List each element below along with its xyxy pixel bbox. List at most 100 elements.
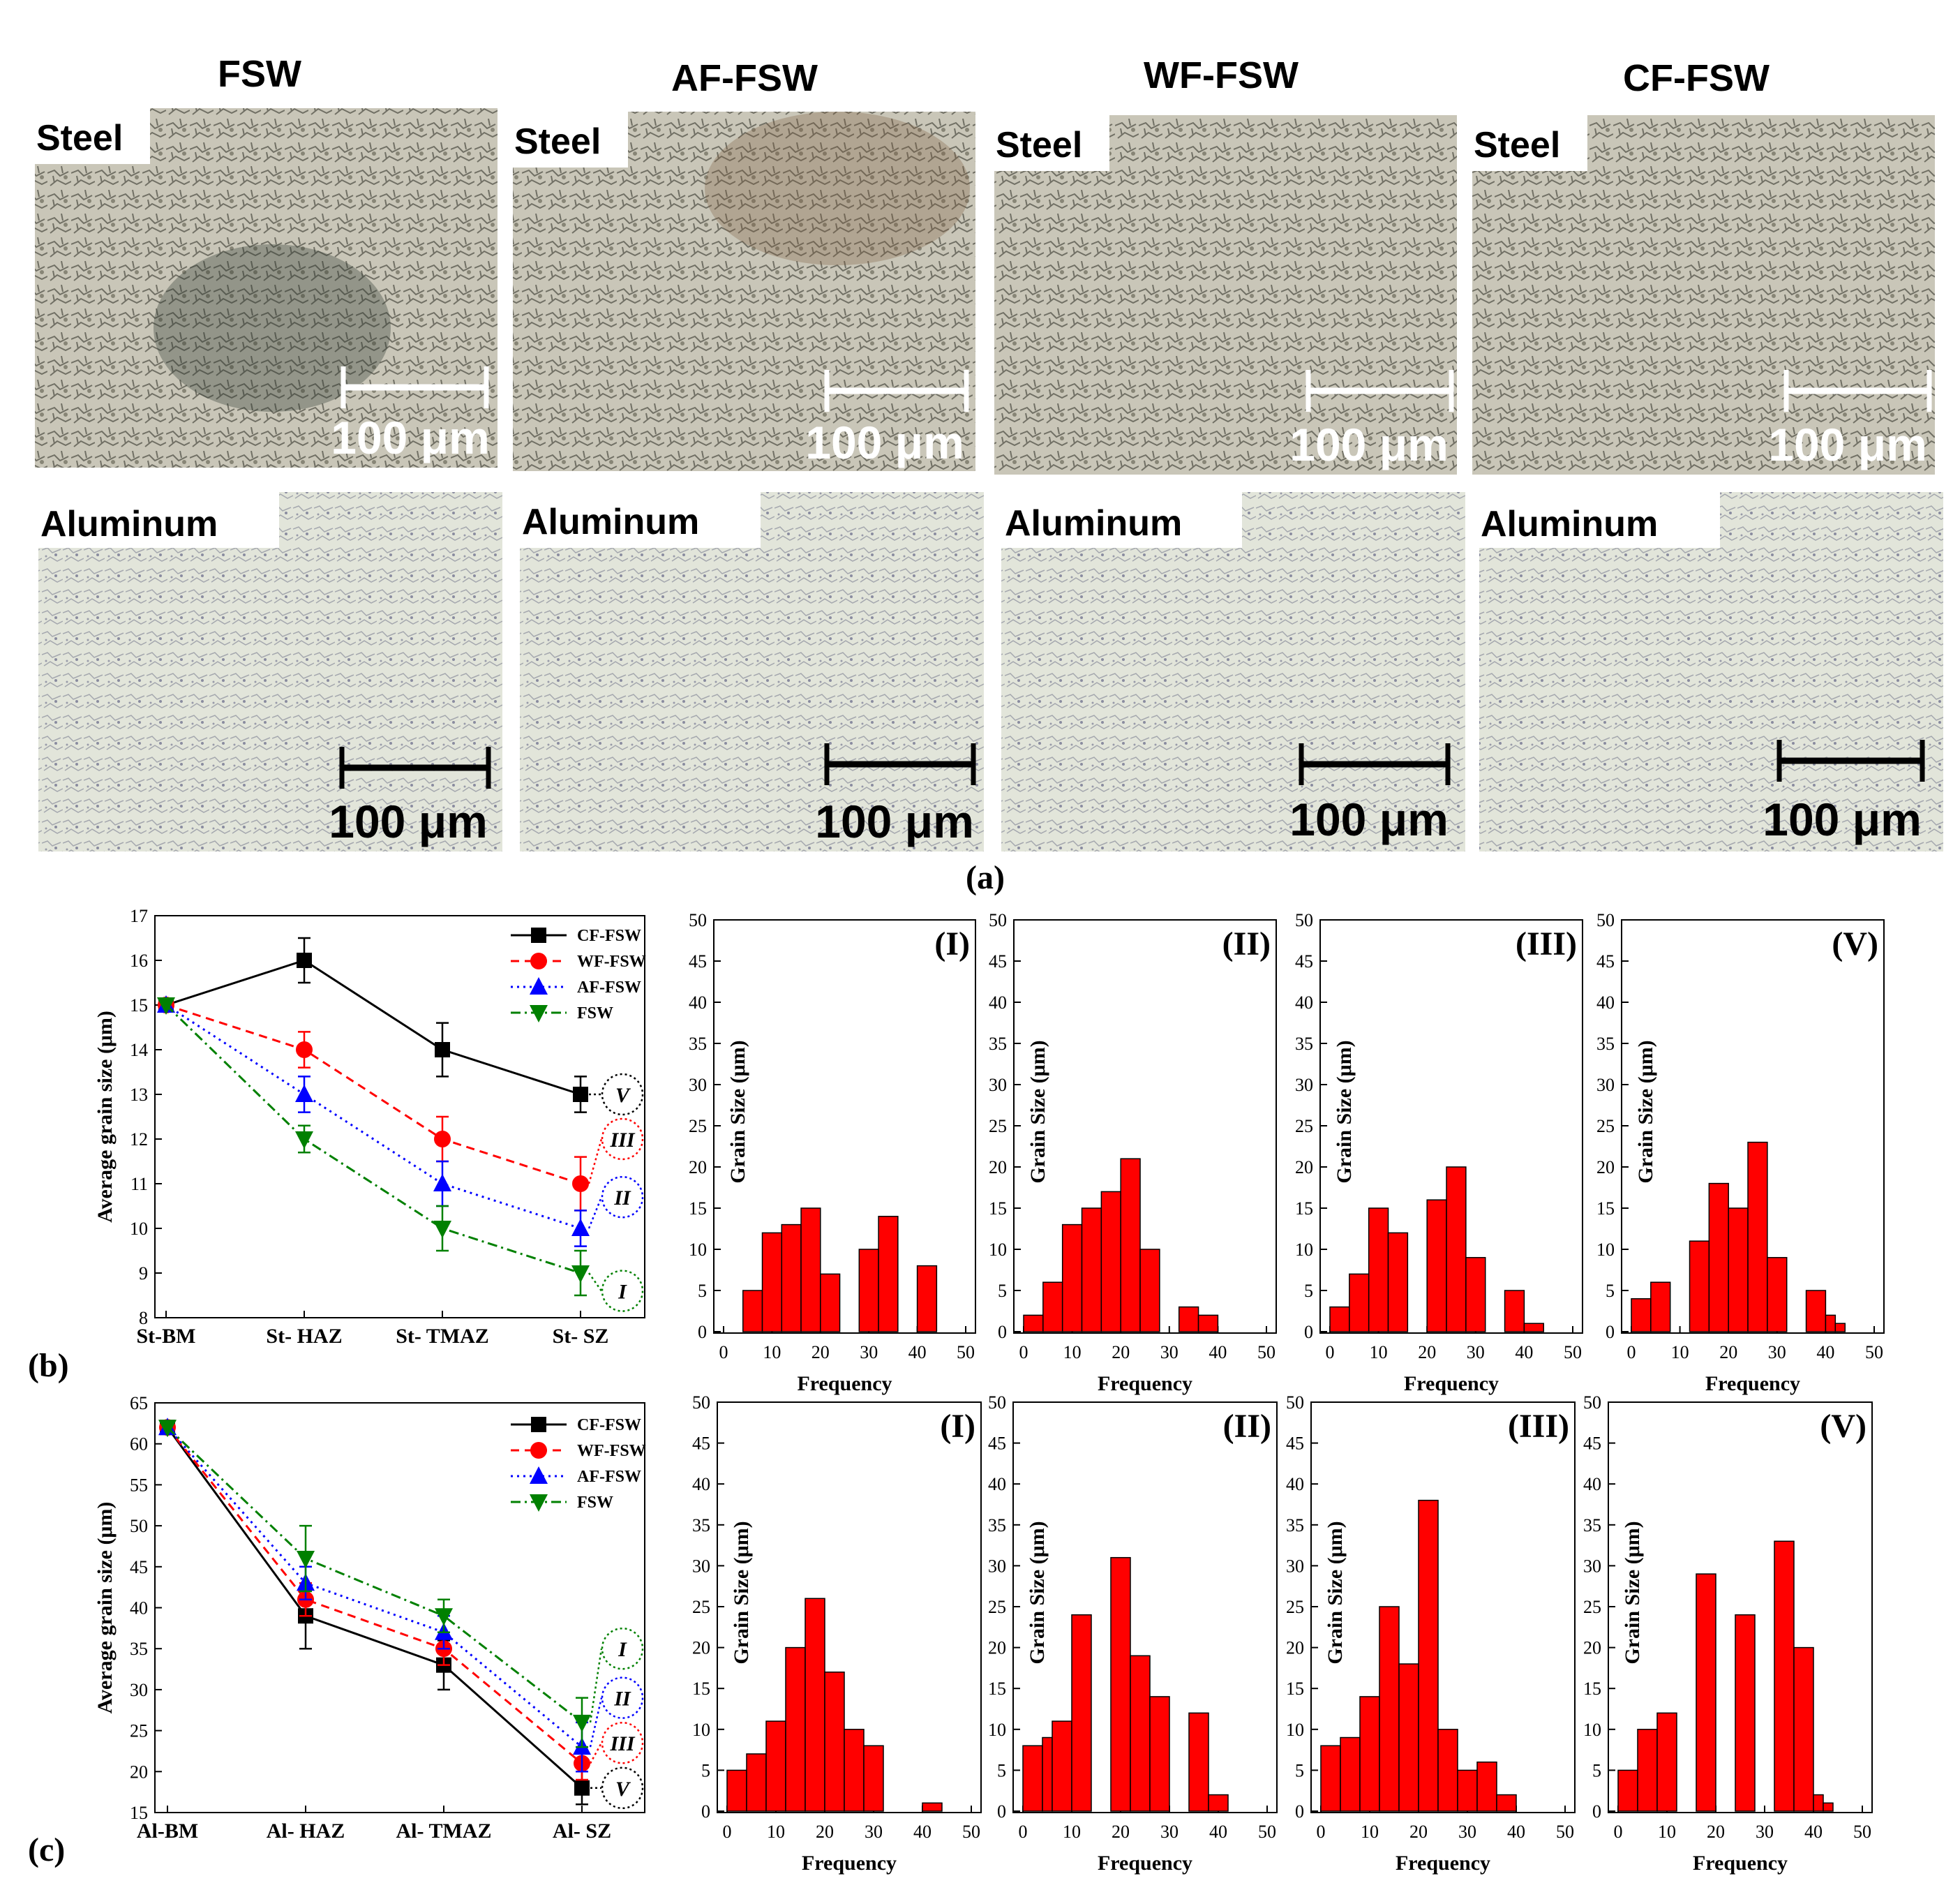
histogram-bar [785, 1646, 806, 1812]
y-tick-label: 5 [997, 1760, 1006, 1780]
y-tick-label: 13 [130, 1085, 148, 1105]
series-line-fsw [165, 1004, 581, 1274]
y-tick-label: 20 [1583, 1638, 1601, 1658]
y-tick-label: 5 [1295, 1760, 1304, 1780]
legend-marker [530, 1442, 547, 1459]
panel-a: FSW AF-FSW WF-FSW CF-FSW Steel 100 μm St… [35, 53, 1943, 896]
histogram-bar [1637, 1729, 1658, 1812]
y-tick-label: 10 [1295, 1240, 1313, 1260]
y-tick-label: 15 [989, 1198, 1007, 1219]
histogram-bar [726, 1769, 747, 1812]
histogram-bar [1446, 1166, 1467, 1332]
column-header-fsw: FSW [218, 53, 301, 95]
x-tick-label: 40 [1804, 1822, 1823, 1842]
histogram-bar [1110, 1556, 1131, 1812]
steel-label: Steel [996, 125, 1082, 165]
series-line-fsw [166, 1427, 583, 1724]
y-tick-label: 30 [1596, 1075, 1615, 1095]
chart-b-line: 8 9 10 11 12 13 14 15 16 17 St-BM St- HAZ St- TMAZ St… [93, 906, 646, 1348]
data-point-af-fsw [571, 1219, 590, 1236]
histogram-bar [1650, 1281, 1671, 1332]
data-point-fsw [573, 1714, 591, 1732]
y-tick-label: 60 [130, 1434, 148, 1455]
x-tick-label: 30 [1768, 1342, 1786, 1362]
histogram-bar [1081, 1207, 1102, 1332]
legend-label: WF-FSW [577, 953, 646, 971]
y-tick-label: 0 [1592, 1801, 1601, 1822]
y-tick-label: 0 [698, 1322, 707, 1342]
histogram-bar [1747, 1141, 1768, 1332]
legend-marker [531, 1417, 546, 1432]
x-tick-label: 50 [1865, 1342, 1883, 1362]
histogram-panel-label: (V) [1820, 1408, 1867, 1445]
histogram-bar [1496, 1794, 1517, 1812]
histogram-bar [1834, 1323, 1846, 1332]
y-tick-label: 50 [988, 1392, 1006, 1413]
x-tick-label: 30 [865, 1822, 883, 1842]
x-tick-label: 0 [1019, 1342, 1028, 1362]
y-tick-label: 30 [1286, 1556, 1304, 1576]
histogram-panel: 0 5 10 15 20 25 30 35 40 45 50 0 10 20 30 40 50 (II) Grain… [989, 910, 1277, 1395]
y-tick-label: 5 [998, 1281, 1007, 1301]
legend-label: AF-FSW [577, 979, 641, 997]
y-tick-label: 5 [1606, 1281, 1615, 1301]
x-tick-label: 10 [1658, 1822, 1676, 1842]
x-tick-label: 20 [1418, 1342, 1436, 1362]
annotation-leader [589, 1697, 603, 1748]
data-point-cf-fsw [297, 953, 312, 968]
histogram-bar [1022, 1745, 1043, 1812]
y-tick-label: 35 [1295, 1034, 1313, 1054]
x-category-label: St- HAZ [266, 1325, 342, 1348]
histogram-bar [1708, 1182, 1729, 1332]
y-tick-label: 35 [1596, 1034, 1615, 1054]
y-tick-label: 15 [1295, 1198, 1313, 1219]
chart-c-line: 15 20 25 30 35 40 45 50 55 60 65 Al-BM Al- HAZ Al- TM… [93, 1393, 646, 1843]
y-tick-label: 10 [1583, 1720, 1601, 1740]
annotation-label: III [609, 1732, 635, 1755]
scale-bar-label: 100 μm [1768, 419, 1927, 470]
y-tick-label: 55 [130, 1475, 148, 1495]
histogram-bar [1437, 1729, 1458, 1812]
aluminum-label: Aluminum [1481, 504, 1658, 544]
histogram-bar [1813, 1794, 1824, 1812]
x-tick-label: 50 [1556, 1822, 1574, 1842]
scale-bar-label: 100 μm [805, 417, 964, 468]
x-tick-label: 0 [1019, 1822, 1028, 1842]
y-tick-label: 15 [692, 1679, 710, 1699]
histogram-panel-label: (I) [940, 1408, 975, 1445]
series-line-cf-fsw [166, 1427, 583, 1789]
legend-marker [530, 977, 548, 995]
histogram-bar [1465, 1257, 1486, 1332]
y-tick-label: 40 [1286, 1474, 1304, 1494]
y-tick-label: 14 [130, 1040, 148, 1060]
x-tick-label: 10 [763, 1342, 781, 1362]
y-tick-label: 45 [1295, 951, 1313, 972]
y-tick-label: 10 [989, 1240, 1007, 1260]
data-point-wf-fsw [572, 1175, 589, 1192]
x-tick-label: 50 [1853, 1822, 1871, 1842]
histogram-panel-label: (V) [1832, 925, 1878, 962]
x-tick-label: 10 [1370, 1342, 1388, 1362]
annotation-circle [601, 1073, 644, 1116]
y-tick-label: 25 [1295, 1116, 1313, 1136]
y-axis-label: Grain Size (μm) [730, 1521, 753, 1664]
data-point-cf-fsw [435, 1042, 450, 1057]
histogram-panel-label: (II) [1222, 925, 1271, 962]
steel-micrograph-af-fsw: Steel 100 μm [513, 112, 975, 471]
data-point-fsw [435, 1608, 453, 1626]
y-tick-label: 15 [130, 995, 148, 1016]
column-header-wf-fsw: WF-FSW [1144, 54, 1299, 96]
y-tick-label: 45 [1286, 1434, 1304, 1454]
column-header-af-fsw: AF-FSW [671, 57, 818, 99]
y-tick-label: 35 [988, 1515, 1006, 1535]
y-tick-label: 25 [1583, 1597, 1601, 1617]
y-tick-label: 9 [139, 1263, 148, 1284]
y-tick-label: 0 [701, 1801, 710, 1822]
histogram-bar [820, 1273, 841, 1332]
histogram-bar [878, 1216, 899, 1332]
y-tick-label: 17 [130, 906, 148, 926]
data-point-af-fsw [295, 1085, 313, 1102]
histogram-bar [1100, 1191, 1121, 1332]
y-tick-label: 10 [1286, 1720, 1304, 1740]
steel-micrograph-cf-fsw: Steel 100 μm [1472, 115, 1935, 475]
